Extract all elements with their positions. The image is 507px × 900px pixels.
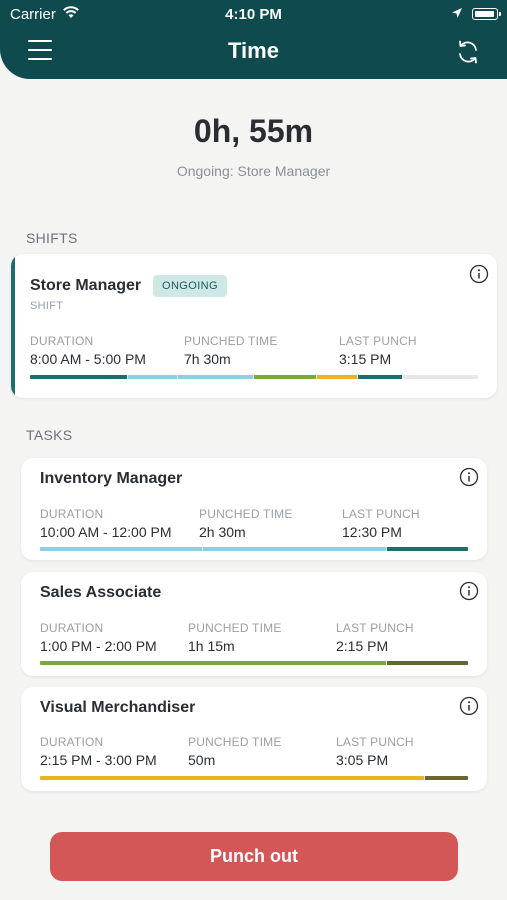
refresh-icon: [459, 40, 477, 64]
duration-label: DURATION: [30, 334, 94, 348]
bar-segment: [40, 776, 425, 780]
sync-button[interactable]: [455, 39, 481, 65]
punched-time-label: PUNCHED TIME: [188, 621, 282, 635]
status-badge: ONGOING: [153, 275, 227, 297]
status-time: 4:10 PM: [225, 6, 282, 23]
last-punch-label: LAST PUNCH: [339, 334, 417, 348]
bar-segment: [357, 375, 402, 379]
duration-value: 10:00 AM - 12:00 PM: [40, 524, 172, 540]
duration-label: DURATION: [40, 735, 104, 749]
bar-segment: [40, 547, 202, 551]
app-header: Carrier 4:10 PM Time: [0, 0, 507, 79]
duration-value: 8:00 AM - 5:00 PM: [30, 351, 146, 367]
task-progress-bar: [40, 547, 468, 551]
bar-segment: [387, 547, 468, 551]
shift-type-label: SHIFT: [30, 300, 64, 312]
carrier-label: Carrier: [10, 6, 56, 23]
last-punch-label: LAST PUNCH: [336, 735, 414, 749]
wifi-icon: [62, 5, 80, 23]
info-icon[interactable]: [469, 264, 489, 284]
duration-value: 2:15 PM - 3:00 PM: [40, 752, 157, 768]
last-punch-label: LAST PUNCH: [342, 507, 420, 521]
info-icon[interactable]: [459, 696, 479, 716]
task-title: Inventory Manager: [40, 470, 183, 487]
last-punch-value: 12:30 PM: [342, 524, 402, 540]
bar-segment: [40, 661, 386, 665]
bar-segment: [425, 776, 468, 780]
punched-time-value: 2h 30m: [199, 524, 246, 540]
bar-segment: [128, 375, 177, 379]
bar-segment: [254, 375, 316, 379]
shift-accent-bar: [11, 254, 15, 398]
task-progress-bar: [40, 776, 468, 780]
punched-time-value: 50m: [188, 752, 216, 768]
shifts-section-label: SHIFTS: [26, 230, 78, 246]
shift-progress-bar: [30, 375, 478, 379]
info-icon[interactable]: [459, 581, 479, 601]
bar-segment: [402, 375, 478, 379]
page-title: Time: [228, 38, 279, 63]
info-icon[interactable]: [459, 467, 479, 487]
tasks-section-label: TASKS: [26, 427, 73, 443]
bar-segment: [386, 661, 468, 665]
duration-label: DURATION: [40, 621, 104, 635]
shift-card-store-manager[interactable]: Store Manager ONGOING SHIFT DURATION 8:0…: [11, 254, 497, 398]
task-title: Visual Merchandiser: [40, 699, 196, 716]
last-punch-value: 3:15 PM: [339, 351, 392, 367]
location-icon: [451, 6, 463, 23]
task-title: Sales Associate: [40, 584, 162, 601]
task-progress-bar: [40, 661, 468, 665]
bar-segment: [202, 547, 387, 551]
punch-out-button[interactable]: Punch out: [50, 832, 458, 881]
total-time: 0h, 55m: [193, 113, 314, 149]
punched-time-label: PUNCHED TIME: [188, 735, 282, 749]
last-punch-value: 3:05 PM: [336, 752, 389, 768]
status-bar: Carrier 4:10 PM: [0, 0, 507, 28]
task-card-inventory-manager[interactable]: Inventory Manager DURATION 10:00 AM - 12…: [21, 458, 487, 560]
bar-segment: [30, 375, 128, 379]
bar-segment: [177, 375, 253, 379]
menu-icon: [28, 40, 52, 42]
battery-icon: [472, 8, 501, 20]
bar-segment: [316, 375, 357, 379]
punched-time-value: 1h 15m: [188, 638, 235, 654]
last-punch-label: LAST PUNCH: [336, 621, 414, 635]
punched-time-label: PUNCHED TIME: [184, 334, 278, 348]
punched-time-label: PUNCHED TIME: [199, 507, 293, 521]
duration-value: 1:00 PM - 2:00 PM: [40, 638, 157, 654]
shift-title: Store Manager: [30, 277, 142, 294]
punched-time-value: 7h 30m: [184, 351, 231, 367]
duration-label: DURATION: [40, 507, 104, 521]
task-card-visual-merchandiser[interactable]: Visual Merchandiser DURATION 2:15 PM - 3…: [21, 687, 487, 791]
menu-button[interactable]: [28, 40, 52, 62]
task-card-sales-associate[interactable]: Sales Associate DURATION 1:00 PM - 2:00 …: [21, 572, 487, 676]
last-punch-value: 2:15 PM: [336, 638, 389, 654]
ongoing-status: Ongoing: Store Manager: [176, 163, 331, 179]
